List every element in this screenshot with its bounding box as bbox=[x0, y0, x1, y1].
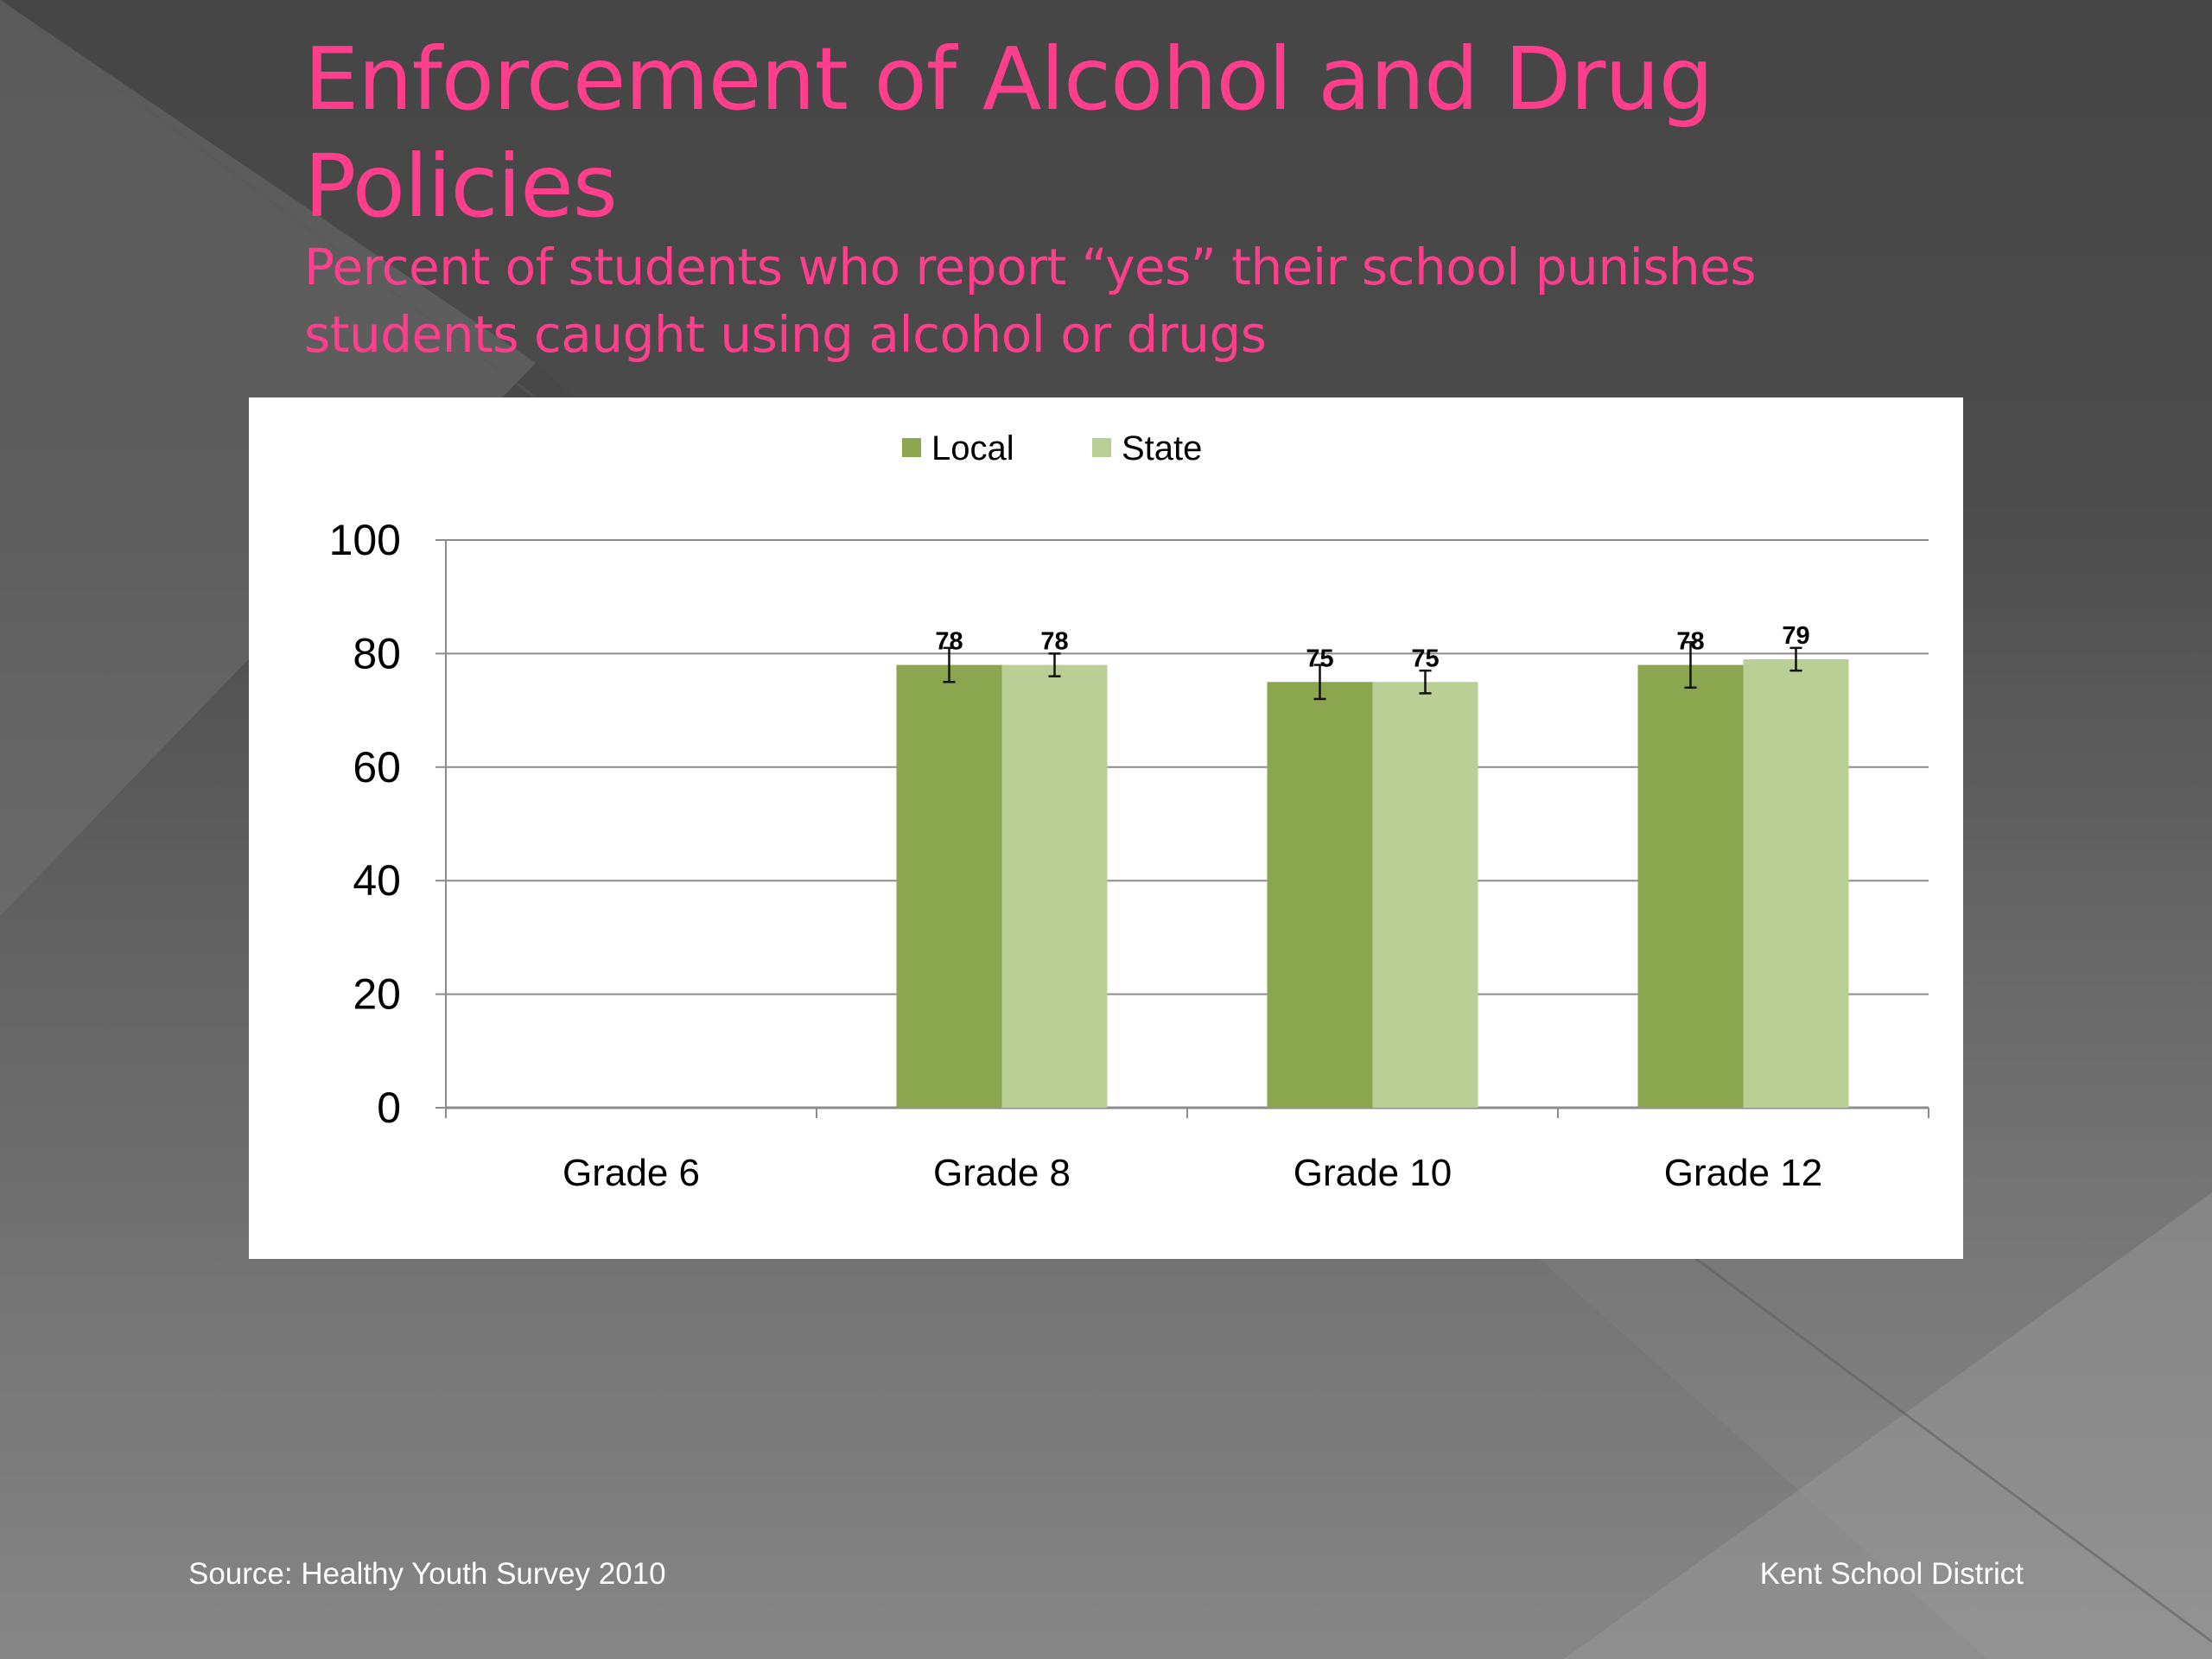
legend-label-state: State bbox=[1122, 429, 1202, 467]
y-tick-label: 40 bbox=[353, 856, 401, 905]
x-category-label: Grade 10 bbox=[1294, 1152, 1452, 1194]
legend-swatch-state bbox=[1092, 438, 1111, 457]
bar-state bbox=[1372, 682, 1478, 1108]
chart-panel: 0 20 40 60 80 100 Grade 6 Grade 8 Grade 10 Grade … bbox=[249, 397, 1963, 1259]
slide-subtitle: Percent of students who report “yes” the… bbox=[304, 238, 1757, 364]
legend-swatch-local bbox=[902, 438, 921, 457]
slide-title: Enforcement of Alcohol and Drug Policies bbox=[304, 29, 1713, 237]
bar-chart: 0 20 40 60 80 100 Grade 6 Grade 8 Grade 10 Grade … bbox=[329, 429, 1929, 1194]
bg-triangle-right bbox=[1564, 1192, 2212, 1659]
data-label: 78 bbox=[1676, 628, 1704, 656]
source-note: Source: Healthy Youth Survey 2010 bbox=[188, 1557, 666, 1591]
data-label: 78 bbox=[1040, 628, 1068, 656]
bar-state bbox=[1001, 664, 1108, 1108]
data-label: 78 bbox=[935, 628, 963, 656]
y-tick-label: 0 bbox=[377, 1084, 401, 1132]
bar-local bbox=[1637, 664, 1744, 1108]
organization-name: Kent School District bbox=[1759, 1557, 2024, 1591]
bar-local bbox=[896, 664, 1002, 1108]
y-tick-label: 60 bbox=[353, 743, 401, 791]
x-category-label: Grade 8 bbox=[933, 1152, 1071, 1194]
bar-state bbox=[1743, 658, 1849, 1108]
x-category-label: Grade 12 bbox=[1664, 1152, 1822, 1194]
data-label: 79 bbox=[1782, 622, 1809, 650]
y-tick-label: 80 bbox=[353, 629, 401, 677]
data-label: 75 bbox=[1306, 645, 1333, 672]
data-label: 75 bbox=[1411, 645, 1439, 672]
y-tick-label: 100 bbox=[329, 516, 401, 564]
y-tick-label: 20 bbox=[353, 970, 401, 1019]
legend-label-local: Local bbox=[931, 429, 1014, 467]
bar-local bbox=[1267, 682, 1373, 1108]
x-category-label: Grade 6 bbox=[563, 1152, 700, 1194]
